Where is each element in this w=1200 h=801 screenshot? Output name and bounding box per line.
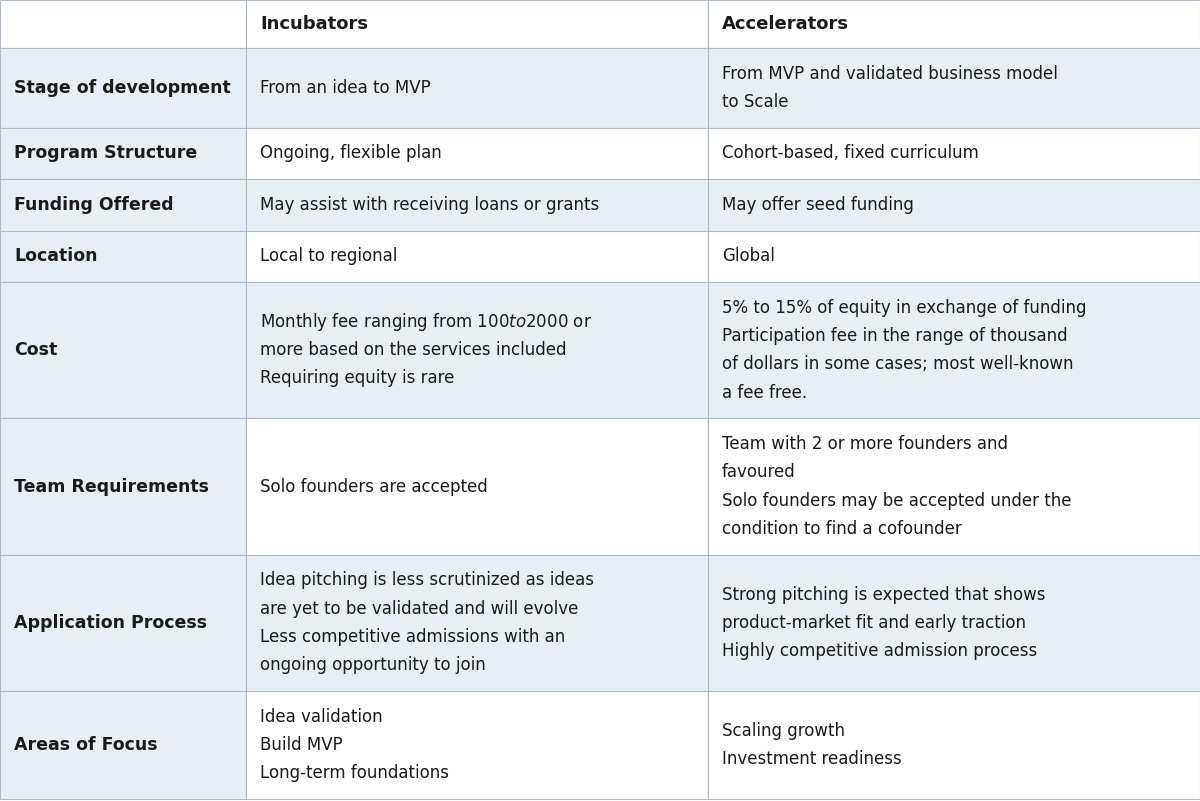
- Text: Investment readiness: Investment readiness: [722, 750, 901, 768]
- Text: Long-term foundations: Long-term foundations: [260, 764, 449, 783]
- Text: Build MVP: Build MVP: [260, 736, 343, 754]
- Text: Funding Offered: Funding Offered: [14, 196, 174, 214]
- Text: Local to regional: Local to regional: [260, 248, 397, 265]
- Text: From an idea to MVP: From an idea to MVP: [260, 78, 431, 97]
- Text: Incubators: Incubators: [260, 15, 368, 33]
- Bar: [0, 282, 246, 418]
- Bar: [708, 0, 1200, 48]
- Text: Location: Location: [14, 248, 97, 265]
- Text: ongoing opportunity to join: ongoing opportunity to join: [260, 656, 486, 674]
- Text: Stage of development: Stage of development: [14, 78, 230, 97]
- Text: Highly competitive admission process: Highly competitive admission process: [722, 642, 1037, 660]
- Text: Less competitive admissions with an: Less competitive admissions with an: [260, 628, 565, 646]
- Text: Scaling growth: Scaling growth: [722, 722, 845, 740]
- Text: Program Structure: Program Structure: [14, 144, 197, 163]
- Bar: [708, 48, 1200, 127]
- Text: May assist with receiving loans or grants: May assist with receiving loans or grant…: [260, 196, 599, 214]
- Text: From MVP and validated business model: From MVP and validated business model: [722, 65, 1058, 83]
- Text: a fee free.: a fee free.: [722, 384, 808, 401]
- Bar: [708, 282, 1200, 418]
- Bar: [246, 179, 708, 231]
- Text: Idea pitching is less scrutinized as ideas: Idea pitching is less scrutinized as ide…: [260, 571, 594, 590]
- Bar: [708, 418, 1200, 554]
- Bar: [246, 418, 708, 554]
- Text: are yet to be validated and will evolve: are yet to be validated and will evolve: [260, 600, 578, 618]
- Text: Application Process: Application Process: [14, 614, 208, 632]
- Bar: [0, 179, 246, 231]
- Text: Solo founders may be accepted under the: Solo founders may be accepted under the: [722, 492, 1072, 509]
- Bar: [708, 691, 1200, 799]
- Text: condition to find a cofounder: condition to find a cofounder: [722, 520, 961, 538]
- Bar: [246, 48, 708, 127]
- Bar: [246, 127, 708, 179]
- Text: Accelerators: Accelerators: [722, 15, 850, 33]
- Bar: [708, 554, 1200, 691]
- Text: Team Requirements: Team Requirements: [14, 477, 209, 496]
- Bar: [708, 231, 1200, 282]
- Bar: [246, 554, 708, 691]
- Text: 5% to 15% of equity in exchange of funding: 5% to 15% of equity in exchange of fundi…: [722, 299, 1086, 316]
- Text: Areas of Focus: Areas of Focus: [14, 736, 157, 754]
- Bar: [0, 0, 246, 48]
- Text: more based on the services included: more based on the services included: [260, 341, 566, 359]
- Text: to Scale: to Scale: [722, 93, 788, 111]
- Text: Monthly fee ranging from $100 to $2000 or: Monthly fee ranging from $100 to $2000 o…: [260, 311, 592, 333]
- Bar: [246, 231, 708, 282]
- Bar: [0, 127, 246, 179]
- Bar: [0, 48, 246, 127]
- Text: favoured: favoured: [722, 463, 796, 481]
- Text: Global: Global: [722, 248, 775, 265]
- Text: Cost: Cost: [14, 341, 58, 359]
- Bar: [246, 0, 708, 48]
- Text: Ongoing, flexible plan: Ongoing, flexible plan: [260, 144, 442, 163]
- Text: May offer seed funding: May offer seed funding: [722, 196, 914, 214]
- Bar: [0, 691, 246, 799]
- Text: Cohort-based, fixed curriculum: Cohort-based, fixed curriculum: [722, 144, 979, 163]
- Text: Solo founders are accepted: Solo founders are accepted: [260, 477, 487, 496]
- Text: of dollars in some cases; most well-known: of dollars in some cases; most well-know…: [722, 356, 1074, 373]
- Text: Team with 2 or more founders and: Team with 2 or more founders and: [722, 435, 1008, 453]
- Text: Participation fee in the range of thousand: Participation fee in the range of thousa…: [722, 327, 1068, 345]
- Bar: [246, 282, 708, 418]
- Bar: [708, 127, 1200, 179]
- Text: Requiring equity is rare: Requiring equity is rare: [260, 369, 455, 388]
- Text: Idea validation: Idea validation: [260, 708, 383, 726]
- Bar: [708, 179, 1200, 231]
- Text: product-market fit and early traction: product-market fit and early traction: [722, 614, 1026, 632]
- Text: Strong pitching is expected that shows: Strong pitching is expected that shows: [722, 586, 1045, 603]
- Bar: [0, 231, 246, 282]
- Bar: [0, 418, 246, 554]
- Bar: [246, 691, 708, 799]
- Bar: [0, 554, 246, 691]
